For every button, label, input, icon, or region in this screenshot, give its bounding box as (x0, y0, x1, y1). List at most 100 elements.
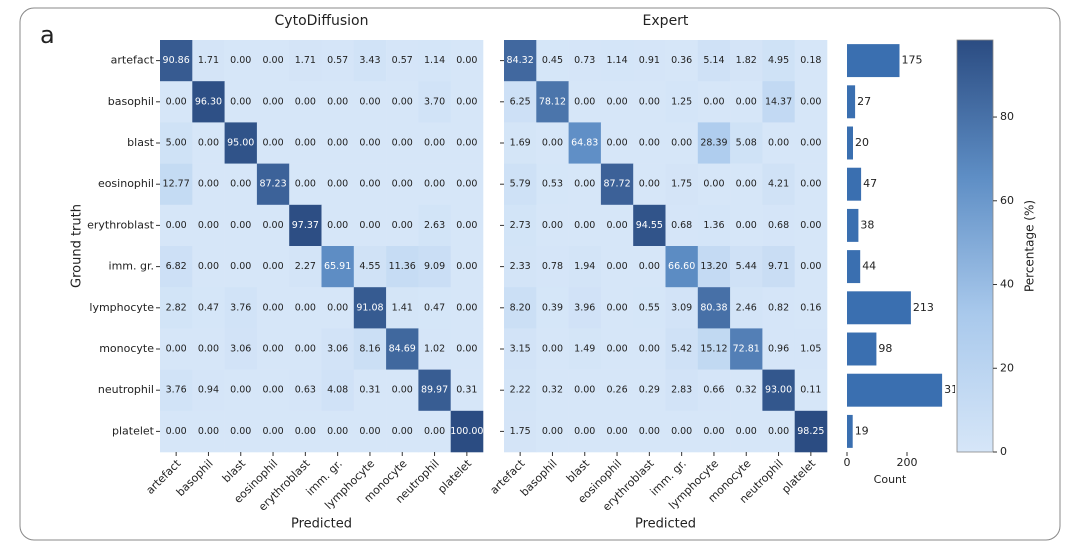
cell-label: 3.43 (359, 55, 380, 66)
cell-label: 0.00 (736, 426, 757, 437)
heatmap-cell (256, 81, 290, 123)
cell-label: 0.26 (606, 385, 627, 396)
heatmap-cell (504, 40, 537, 82)
bar-value-label: 20 (855, 136, 869, 149)
cell-label: 0.94 (198, 385, 219, 396)
cell-label: 0.00 (574, 385, 595, 396)
bar-value-label: 27 (857, 95, 871, 108)
cell-label: 0.00 (295, 138, 316, 149)
heatmap-cell (289, 328, 322, 370)
heatmap-cell (289, 40, 322, 82)
cell-label: 0.78 (542, 261, 563, 272)
heatmap-cell (450, 40, 484, 82)
cell-label: 0.00 (359, 96, 380, 107)
cell-label: 0.00 (198, 344, 219, 355)
heatmap-cell (600, 246, 634, 288)
frame (19, 7, 1061, 541)
heatmap-cell (450, 410, 484, 453)
heatmap-cell (224, 122, 258, 164)
heatmap-cell (353, 122, 387, 164)
bar-value-label: 317 (944, 383, 965, 396)
cell-label: 0.00 (606, 96, 627, 107)
heatmap-cell (600, 369, 634, 412)
heatmap-cell (665, 287, 699, 329)
cell-label: 0.00 (262, 426, 283, 437)
heatmap-cell (665, 410, 699, 453)
heatmap-cell (160, 287, 193, 329)
heatmap-cell (289, 204, 322, 247)
heatmap-cell (762, 369, 795, 412)
cell-label: 97.37 (292, 220, 319, 231)
cell-label: 0.00 (703, 179, 724, 190)
cell-label: 14.37 (765, 96, 792, 107)
cell-label: 90.86 (163, 55, 190, 66)
cell-label: 0.32 (542, 385, 563, 396)
heatmap-cell (256, 122, 290, 164)
cell-label: 0.00 (703, 426, 724, 437)
cell-label: 0.66 (703, 385, 724, 396)
cell-label: 0.00 (359, 138, 380, 149)
heatmap-cell (224, 40, 258, 82)
chart-title: Expert (643, 13, 689, 29)
heatmap-cell (794, 81, 828, 123)
heatmap-cell (730, 410, 763, 453)
cell-label: 0.00 (574, 96, 595, 107)
heatmap-cell (536, 287, 569, 329)
heatmap-cell (160, 204, 193, 247)
cell-label: 2.83 (671, 385, 692, 396)
heatmap-cell (600, 122, 634, 164)
cell-label: 94.55 (636, 220, 663, 231)
heatmap-cell (353, 246, 387, 288)
cell-label: 0.00 (392, 426, 413, 437)
heatmap-cell (762, 287, 795, 329)
cell-label: 0.00 (262, 344, 283, 355)
cell-label: 93.00 (765, 385, 792, 396)
cell-label: 84.69 (389, 344, 416, 355)
heatmap-cell (762, 410, 795, 453)
cell-label: 0.00 (542, 426, 563, 437)
cell-label: 0.68 (768, 220, 789, 231)
cell-label: 4.21 (768, 179, 789, 190)
cell-label: 0.31 (456, 385, 477, 396)
cell-label: 0.00 (392, 385, 413, 396)
heatmap-cell (730, 328, 763, 370)
heatmap-cell (256, 163, 290, 206)
cell-label: 3.06 (327, 344, 348, 355)
heatmap-cell (794, 410, 828, 453)
heatmap-cell (600, 81, 634, 123)
heatmap-cell (224, 328, 258, 370)
cell-label: 0.00 (574, 220, 595, 231)
heatmap-cell (353, 369, 387, 412)
cell-label: 3.76 (230, 302, 251, 313)
heatmap-cell (289, 163, 322, 206)
heatmap-cell (730, 204, 763, 247)
cell-label: 0.00 (392, 96, 413, 107)
heatmap-cell (730, 81, 763, 123)
cell-label: 2.46 (736, 302, 757, 313)
cell-label: 0.00 (574, 179, 595, 190)
cell-label: 0.00 (639, 96, 660, 107)
y-axis-label: Ground truth (70, 204, 85, 288)
heatmap-cell (386, 328, 419, 370)
heatmap-cell (794, 122, 828, 164)
cell-label: 0.00 (703, 96, 724, 107)
heatmap-cell (418, 122, 451, 164)
heatmap-cell (386, 369, 419, 412)
cell-label: 0.00 (359, 220, 380, 231)
cell-label: 98.25 (797, 426, 824, 437)
heatmap-cell (289, 246, 322, 288)
cell-label: 2.33 (510, 261, 531, 272)
cell-label: 0.00 (606, 261, 627, 272)
cell-label: 0.00 (542, 138, 563, 149)
heatmap-cell (450, 163, 484, 206)
x-tick-label: platelet (779, 457, 818, 496)
x-tick-label: 0 (844, 456, 851, 469)
heatmap-cell (386, 287, 419, 329)
cell-label: 0.00 (606, 138, 627, 149)
heatmap-cell (665, 122, 699, 164)
cell-label: 0.82 (768, 302, 789, 313)
cell-label: 0.00 (392, 179, 413, 190)
cell-label: 11.36 (389, 261, 416, 272)
cell-label: 0.55 (639, 302, 660, 313)
heatmap-cell (321, 246, 355, 288)
